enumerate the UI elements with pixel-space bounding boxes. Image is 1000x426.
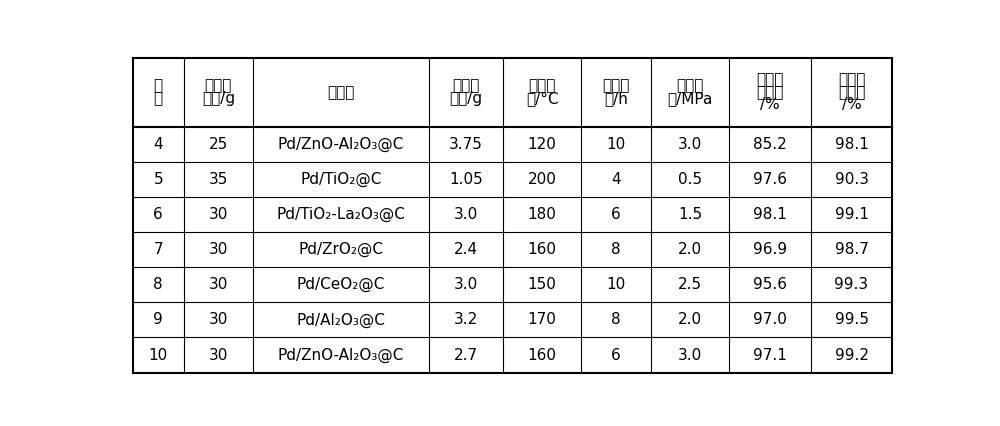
Text: 99.5: 99.5 (835, 312, 869, 328)
Text: /%: /% (760, 97, 780, 112)
Text: 10: 10 (149, 348, 168, 363)
Text: 2.0: 2.0 (678, 242, 702, 257)
Text: 氢气压: 氢气压 (676, 78, 704, 94)
Text: 3.0: 3.0 (454, 207, 478, 222)
Text: 99.1: 99.1 (835, 207, 869, 222)
Text: 10: 10 (606, 137, 626, 152)
Text: 实: 实 (154, 78, 163, 94)
Text: 质量/g: 质量/g (202, 91, 235, 106)
Text: 转化率: 转化率 (756, 85, 784, 100)
Text: 150: 150 (528, 277, 557, 292)
Text: 96.9: 96.9 (753, 242, 787, 257)
Text: Pd/TiO₂@C: Pd/TiO₂@C (300, 172, 382, 187)
Text: 8: 8 (153, 277, 163, 292)
Text: 6: 6 (611, 348, 621, 363)
Text: 9: 9 (153, 312, 163, 328)
Text: 异辛醛: 异辛醛 (838, 72, 865, 87)
Text: 90.3: 90.3 (835, 172, 869, 187)
Text: 25: 25 (209, 137, 228, 152)
Text: 3.2: 3.2 (454, 312, 478, 328)
Text: 2.5: 2.5 (678, 277, 702, 292)
Text: 99.3: 99.3 (834, 277, 869, 292)
Text: 选择性: 选择性 (838, 85, 865, 100)
Text: 催化剂: 催化剂 (452, 78, 479, 94)
Text: 5: 5 (153, 172, 163, 187)
Text: 6: 6 (153, 207, 163, 222)
Text: 2.4: 2.4 (454, 242, 478, 257)
Text: 180: 180 (528, 207, 557, 222)
Text: 2.0: 2.0 (678, 312, 702, 328)
Text: 3.0: 3.0 (678, 137, 702, 152)
Text: 间/h: 间/h (604, 91, 628, 106)
Text: 2.7: 2.7 (454, 348, 478, 363)
Text: 30: 30 (209, 207, 228, 222)
Text: 30: 30 (209, 242, 228, 257)
Text: 160: 160 (528, 348, 557, 363)
Text: Pd/TiO₂-La₂O₃@C: Pd/TiO₂-La₂O₃@C (276, 207, 405, 222)
Text: Pd/ZnO-Al₂O₃@C: Pd/ZnO-Al₂O₃@C (278, 137, 404, 152)
Text: 30: 30 (209, 277, 228, 292)
Text: Pd/Al₂O₃@C: Pd/Al₂O₃@C (296, 312, 385, 328)
Text: 98.1: 98.1 (835, 137, 868, 152)
Text: 8: 8 (611, 312, 621, 328)
Text: 160: 160 (528, 242, 557, 257)
Text: 35: 35 (209, 172, 228, 187)
Text: 8: 8 (611, 242, 621, 257)
Text: 7: 7 (153, 242, 163, 257)
Text: 30: 30 (209, 348, 228, 363)
Text: 10: 10 (606, 277, 626, 292)
Text: /%: /% (842, 97, 861, 112)
Text: 催化剂: 催化剂 (327, 85, 355, 100)
Text: Pd/ZnO-Al₂O₃@C: Pd/ZnO-Al₂O₃@C (278, 348, 404, 363)
Text: 正丁醛: 正丁醛 (756, 72, 784, 87)
Text: 1.5: 1.5 (678, 207, 702, 222)
Text: 99.2: 99.2 (835, 348, 869, 363)
Text: 3.75: 3.75 (449, 137, 483, 152)
Text: 97.6: 97.6 (753, 172, 787, 187)
Text: 1.05: 1.05 (449, 172, 483, 187)
Text: 200: 200 (528, 172, 557, 187)
Text: 用量/g: 用量/g (449, 91, 482, 106)
Text: 170: 170 (528, 312, 557, 328)
Text: 95.6: 95.6 (753, 277, 787, 292)
Text: 正丁醛: 正丁醛 (205, 78, 232, 94)
Text: 98.7: 98.7 (835, 242, 868, 257)
Text: 120: 120 (528, 137, 557, 152)
Text: 度/°C: 度/°C (526, 91, 558, 106)
Text: 反应温: 反应温 (528, 78, 556, 94)
Text: 6: 6 (611, 207, 621, 222)
Text: Pd/ZrO₂@C: Pd/ZrO₂@C (298, 242, 383, 257)
Text: Pd/CeO₂@C: Pd/CeO₂@C (297, 277, 385, 293)
Text: 3.0: 3.0 (678, 348, 702, 363)
Text: 力/MPa: 力/MPa (667, 91, 713, 106)
Text: 98.1: 98.1 (753, 207, 787, 222)
Text: 3.0: 3.0 (454, 277, 478, 292)
Text: 4: 4 (153, 137, 163, 152)
Text: 4: 4 (611, 172, 621, 187)
Text: 例: 例 (154, 91, 163, 106)
Text: 30: 30 (209, 312, 228, 328)
Text: 97.0: 97.0 (753, 312, 787, 328)
Text: 85.2: 85.2 (753, 137, 787, 152)
Text: 反应时: 反应时 (602, 78, 630, 94)
Text: 97.1: 97.1 (753, 348, 787, 363)
Text: 0.5: 0.5 (678, 172, 702, 187)
